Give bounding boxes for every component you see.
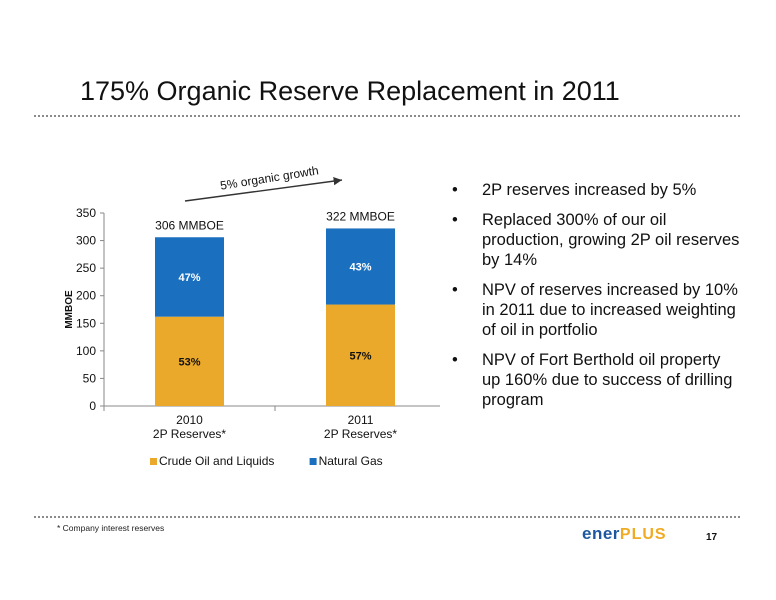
y-tick-label: 50	[83, 371, 97, 385]
y-tick-label: 300	[76, 234, 96, 248]
y-tick-label: 0	[89, 399, 96, 413]
bar-percent-label: 53%	[178, 356, 200, 368]
y-tick-label: 350	[76, 206, 96, 220]
top-divider	[34, 115, 740, 117]
bullet-item: NPV of Fort Berthold oil property up 160…	[452, 350, 742, 410]
bar-total-label: 322 MMBOE	[326, 209, 395, 223]
bar-percent-label: 47%	[178, 272, 200, 284]
x-tick-label: 2P Reserves*	[324, 427, 397, 441]
slide-title: 175% Organic Reserve Replacement in 2011	[80, 76, 620, 106]
y-tick-label: 150	[76, 316, 96, 330]
legend-swatch	[150, 458, 157, 465]
growth-arrow	[184, 176, 343, 202]
bar-total-label: 306 MMBOE	[155, 218, 224, 232]
bullet-item: NPV of reserves increased by 10% in 2011…	[452, 280, 742, 340]
logo-text-plus: PLUS	[619, 526, 667, 543]
bar-percent-label: 57%	[349, 350, 371, 362]
bar-crude-oil-and-liquids	[155, 316, 224, 406]
bar-percent-label: 43%	[349, 261, 371, 273]
bottom-divider	[34, 516, 740, 518]
bar-crude-oil-and-liquids	[326, 304, 395, 406]
bullet-item: Replaced 300% of our oil production, gro…	[452, 210, 742, 270]
y-tick-label: 250	[76, 261, 96, 275]
y-axis-title: MMBOE	[64, 290, 75, 329]
legend-label: Natural Gas	[319, 454, 383, 468]
x-tick-label: 2P Reserves*	[153, 427, 226, 441]
legend-swatch	[309, 458, 317, 465]
legend-label: Crude Oil and Liquids	[159, 454, 274, 468]
y-tick-label: 100	[76, 344, 96, 358]
page-number: 17	[706, 532, 718, 543]
x-tick-label: 2011	[348, 413, 374, 427]
footnote: * Company interest reserves	[57, 523, 165, 533]
y-tick-label: 200	[76, 289, 96, 303]
x-tick-label: 2010	[176, 413, 203, 427]
enerplus-logo: enerPLUS	[582, 524, 667, 544]
bullet-item: 2P reserves increased by 5%	[452, 180, 742, 200]
bullet-list: 2P reserves increased by 5% Replaced 300…	[452, 180, 742, 420]
bar-natural-gas	[326, 228, 395, 305]
growth-annotation: 5% organic growth	[219, 163, 319, 192]
reserves-chart: 0 50 100 150 200 250 300 350 MMBOE 53% 47% 306 MMBO…	[64, 163, 440, 468]
bar-natural-gas	[155, 237, 224, 317]
logo-text-ener: ener	[582, 524, 620, 543]
